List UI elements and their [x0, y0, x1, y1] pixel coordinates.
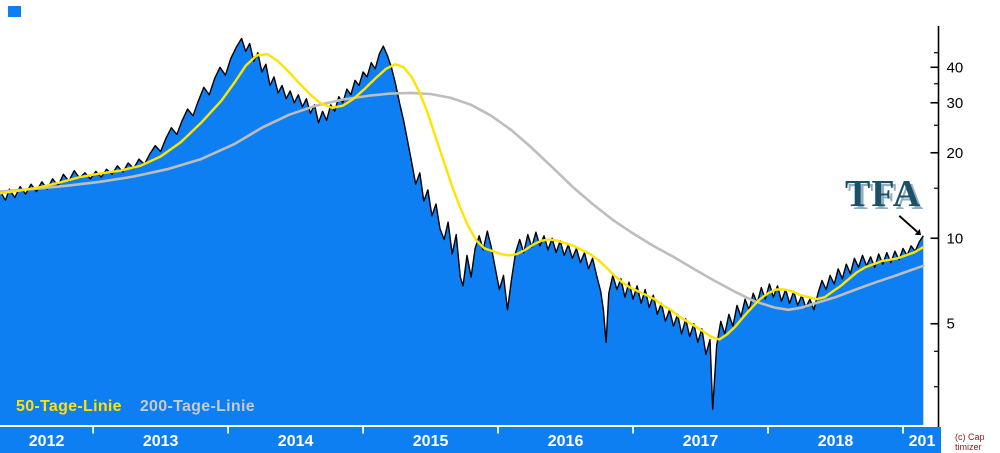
- ticker-label: TFA: [845, 173, 922, 215]
- copyright-text: (c) Cap timizer: [955, 432, 997, 452]
- legend-50-day-label: 50-Tage-Linie: [16, 398, 122, 415]
- y-axis-tick-label: 20: [947, 145, 964, 162]
- x-axis-year-label: 201: [909, 433, 936, 450]
- copyright-line2: timizer: [955, 442, 982, 452]
- price-area: [0, 38, 924, 425]
- x-axis-bar: [0, 427, 941, 453]
- x-axis-year-label: 2015: [413, 433, 449, 450]
- y-axis-tick-label: 30: [947, 95, 964, 112]
- x-axis-year-label: 2012: [29, 433, 65, 450]
- x-axis-year-label: 2013: [143, 433, 179, 450]
- copyright-line1: (c) Cap: [955, 432, 985, 442]
- ma50-line: [0, 52, 925, 341]
- x-axis-year-label: 2014: [278, 433, 314, 450]
- ticker-arrow: [898, 215, 918, 233]
- legend-200-day-label: 200-Tage-Linie: [139, 398, 255, 415]
- ticker-arrowhead: [914, 229, 921, 236]
- y-axis-tick-label: 5: [947, 316, 955, 333]
- x-axis-year-label: 2018: [818, 433, 854, 450]
- chart-legend: 50-Tage-Linie 200-Tage-Linie: [16, 398, 255, 416]
- logo-mark: [8, 6, 21, 17]
- ma200-line: [0, 91, 925, 312]
- y-axis-tick-label: 40: [947, 59, 964, 76]
- x-axis-year-label: 2016: [548, 433, 584, 450]
- y-axis-tick-label: 10: [947, 230, 964, 247]
- x-axis-year-label: 2017: [683, 433, 719, 450]
